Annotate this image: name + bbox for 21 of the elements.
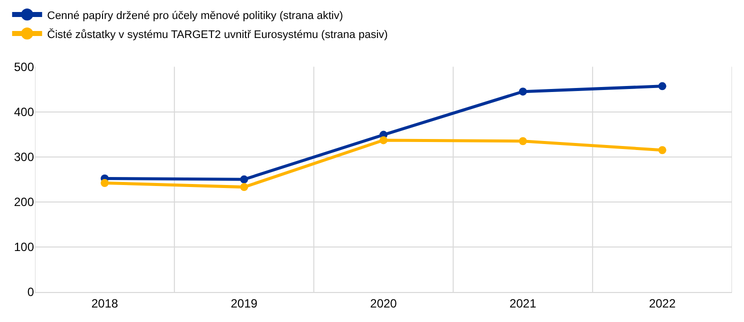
point (658, 82, 666, 90)
legend-label: Cenné papíry držené pro účely měnové politiky (strana aktiv) (47, 10, 344, 22)
y-tick-label: 100 (14, 240, 34, 254)
y-tick-label: 0 (27, 285, 34, 300)
point (240, 175, 248, 184)
x-tick-label: 2021 (510, 296, 537, 310)
point (100, 179, 109, 187)
y-tick-label: 200 (14, 195, 34, 210)
legend-label: Čisté zůstatky v systému TARGET2 uvnitř Eurosystému (strana pasiv) (47, 28, 388, 41)
point (518, 88, 527, 96)
y-tick-label: 500 (14, 60, 34, 74)
x-tick-label: 2019 (230, 296, 258, 310)
x-tick-label: 2022 (648, 296, 676, 310)
point (240, 183, 248, 192)
point (518, 137, 527, 146)
y-tick-label: 400 (14, 105, 34, 120)
y-tick-label: 300 (14, 150, 34, 164)
x-tick-label: 2020 (370, 296, 398, 310)
point (658, 146, 666, 154)
x-tick-label: 2018 (91, 296, 118, 310)
point (380, 136, 388, 144)
